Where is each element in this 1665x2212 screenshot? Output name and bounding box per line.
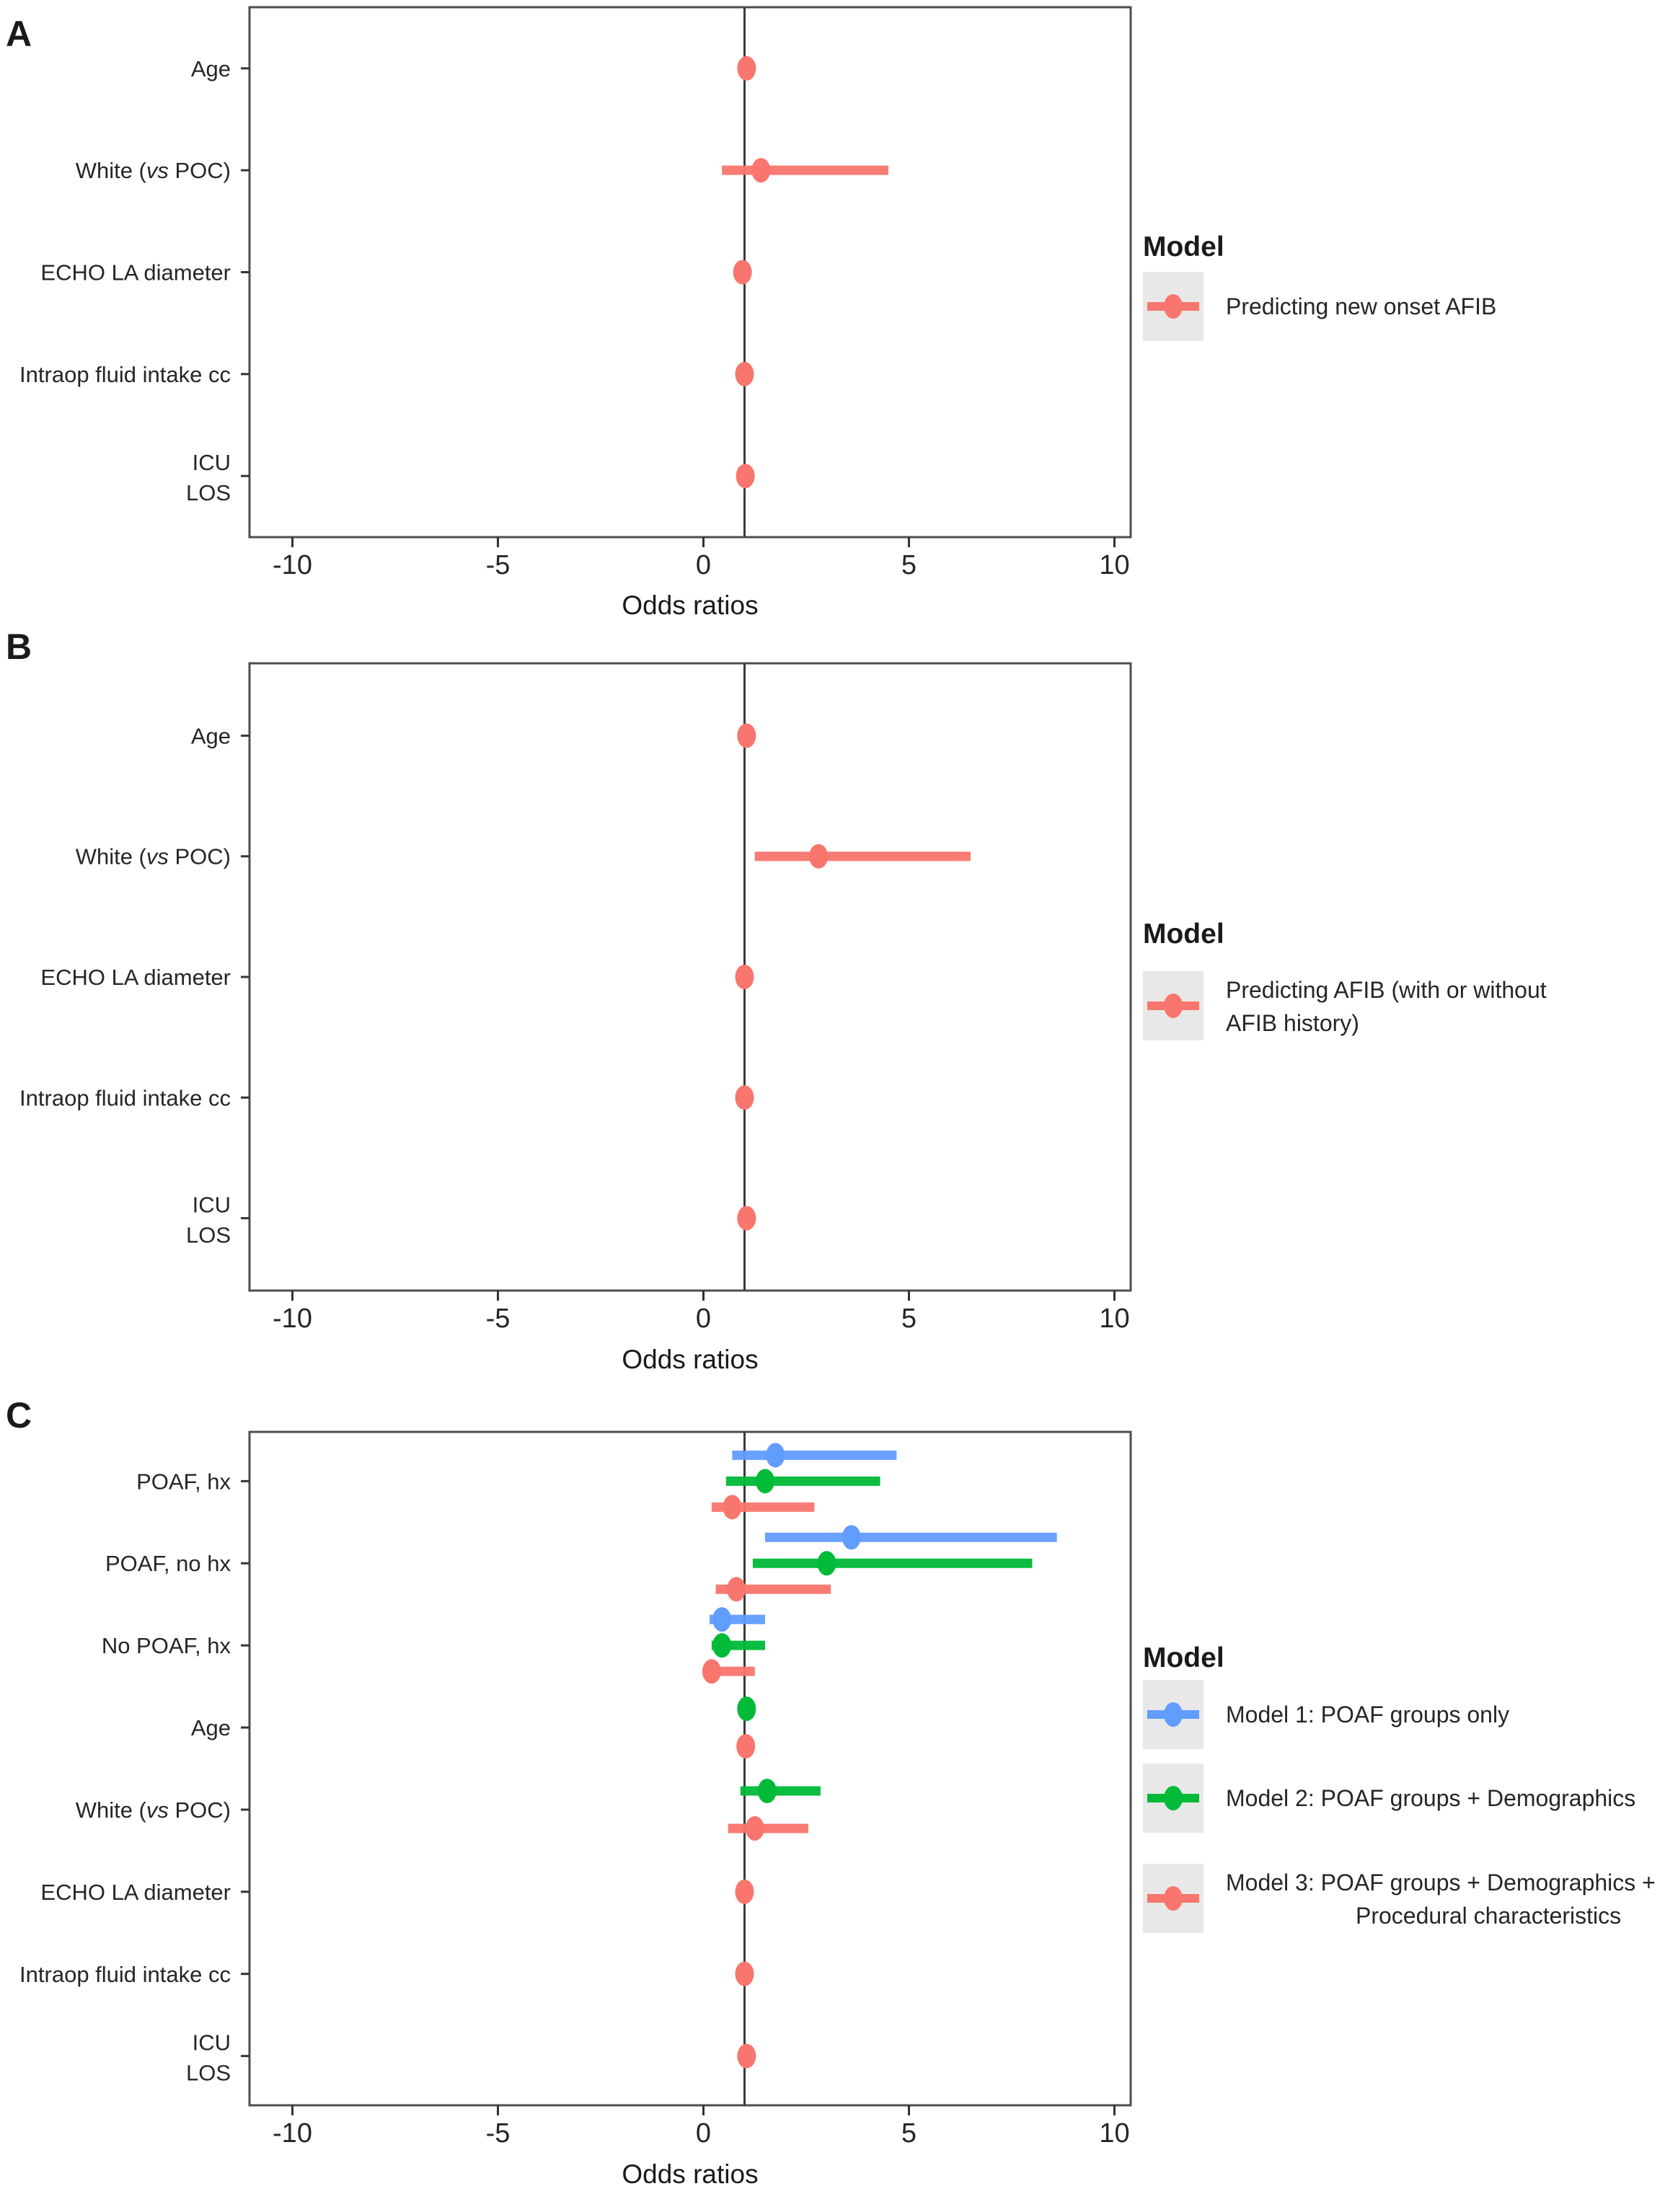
panel-c-label: C (6, 1395, 32, 1435)
chart-content: -10 -5 0 5 10 Age White (vs POC) ECHO LA diamet… (19, 6, 1656, 2149)
or-point (727, 1577, 746, 1602)
legend-title-panel-c: Model (1143, 1642, 1224, 1673)
or-point (817, 1551, 836, 1576)
x-tick-label: 5 (901, 1304, 917, 1334)
or-point (751, 158, 771, 183)
x-axis-title-panel-a: Odds ratios (622, 590, 758, 620)
x-tick-label: -10 (273, 550, 312, 580)
x-axis-title-panel-c: Odds ratios (622, 2159, 758, 2189)
y-axis-label: Intraop fluid intake cc (19, 1962, 231, 1987)
or-point (737, 56, 756, 81)
legend-title-panel-b: Model (1143, 919, 1224, 950)
y-axis-label: Age (191, 723, 231, 748)
legend-key-point (1164, 1702, 1183, 1727)
panel-a-label: A (6, 14, 32, 54)
y-axis-label: ECHO LA diameter (40, 965, 231, 990)
or-point (809, 844, 829, 869)
y-axis-label: LOS (186, 480, 231, 505)
or-point (737, 2043, 756, 2069)
x-tick-label: -5 (486, 1304, 511, 1334)
legend-item-label: Model 2: POAF groups + Demographics (1226, 1785, 1635, 1811)
y-axis-label: ICU (193, 2030, 231, 2056)
or-point (702, 1659, 721, 1684)
or-point (735, 965, 754, 989)
y-axis-label: Intraop fluid intake cc (19, 362, 231, 387)
y-axis-label: Intraop fluid intake cc (19, 1085, 231, 1110)
y-axis-label: ECHO LA diameter (40, 260, 231, 286)
legend-key-point (1164, 994, 1183, 1018)
or-point (712, 1607, 732, 1632)
y-axis-label: ECHO LA diameter (40, 1880, 231, 1905)
or-point (756, 1469, 774, 1494)
x-tick-label: 5 (901, 2118, 917, 2149)
legend-item-label: Predicting new onset AFIB (1226, 293, 1496, 319)
x-tick-label: 10 (1099, 2118, 1129, 2149)
or-point (735, 361, 754, 386)
or-point (735, 1961, 754, 1986)
x-tick-label: -10 (273, 1304, 312, 1334)
or-point (723, 1495, 742, 1520)
or-point (712, 1633, 732, 1658)
legend-item-label: Predicting AFIB (with or without (1226, 977, 1547, 1003)
y-axis-label: ICU (193, 1193, 231, 1218)
y-axis-label: LOS (186, 1223, 231, 1248)
y-axis-label: ICU (193, 450, 231, 475)
x-tick-label: -5 (486, 2118, 511, 2149)
x-tick-label: -10 (273, 2118, 312, 2149)
y-axis-label: White (vs POC) (76, 1797, 231, 1823)
or-point (737, 1696, 756, 1722)
or-point (757, 1778, 777, 1803)
x-axis-title-panel-b: Odds ratios (622, 1345, 758, 1374)
x-tick-label: 0 (696, 2118, 711, 2149)
legend-item-label: Model 3: POAF groups + Demographics + (1226, 1870, 1656, 1895)
y-axis-label: LOS (186, 2061, 231, 2086)
or-point (736, 1734, 756, 1759)
x-tick-label: 5 (901, 550, 917, 580)
panel-b-label: B (6, 627, 32, 667)
legend-item-label: Model 1: POAF groups only (1226, 1702, 1509, 1727)
legend-item-label: Procedural characteristics (1356, 1903, 1621, 1929)
x-tick-label: 0 (696, 1304, 711, 1334)
legend-key-point (1164, 294, 1183, 319)
legend-key-point (1164, 1786, 1183, 1810)
or-point (842, 1525, 861, 1550)
y-axis-label: White (vs POC) (76, 844, 231, 870)
or-point (736, 464, 755, 489)
or-point (733, 260, 752, 285)
x-tick-label: 10 (1099, 1304, 1129, 1334)
or-point (745, 1815, 764, 1841)
legend-key-point (1164, 1886, 1183, 1911)
legend-title-panel-a: Model (1143, 231, 1224, 262)
or-point (737, 1205, 756, 1231)
x-tick-label: -5 (486, 550, 511, 580)
or-point (735, 1085, 754, 1110)
or-point (737, 723, 756, 748)
y-axis-label: POAF, hx (136, 1469, 231, 1494)
x-tick-label: 10 (1099, 550, 1129, 580)
x-tick-label: 0 (696, 550, 711, 580)
legend-item-label: AFIB history) (1226, 1010, 1359, 1036)
y-axis-label: POAF, no hx (105, 1551, 231, 1576)
or-point (735, 1879, 754, 1904)
y-axis-label: Age (191, 56, 231, 81)
panel-border (248, 1430, 1132, 2107)
y-axis-label: White (vs POC) (76, 158, 231, 183)
or-point (766, 1443, 785, 1468)
y-axis-label: No POAF, hx (102, 1633, 231, 1658)
y-axis-label: Age (191, 1715, 231, 1740)
